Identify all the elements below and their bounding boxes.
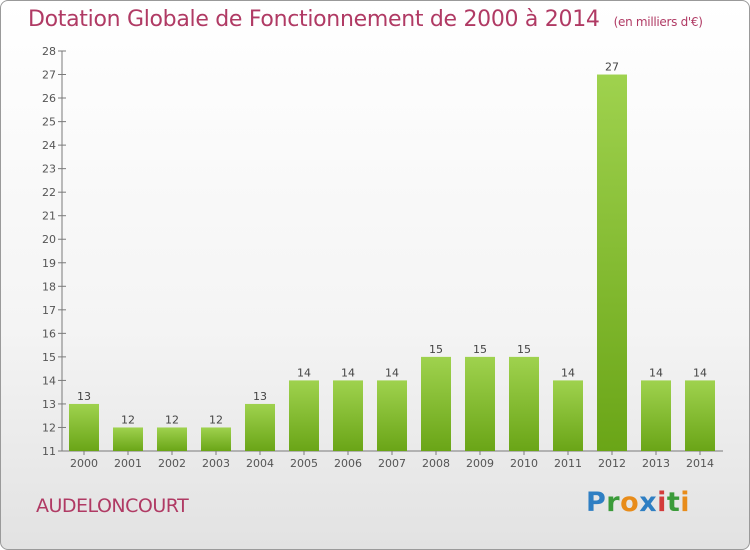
y-tick-label: 22 bbox=[42, 186, 56, 199]
bar bbox=[509, 356, 539, 451]
data-label: 14 bbox=[693, 366, 707, 379]
data-label: 13 bbox=[77, 390, 91, 403]
data-label: 14 bbox=[649, 366, 663, 379]
bar bbox=[377, 380, 407, 451]
x-tick-label: 2005 bbox=[290, 457, 318, 470]
y-tick-label: 26 bbox=[42, 92, 56, 105]
data-label: 13 bbox=[253, 390, 267, 403]
chart-title: Dotation Globale de Fonctionnement de 20… bbox=[28, 7, 703, 32]
chart-title-text: Dotation Globale de Fonctionnement de 20… bbox=[28, 7, 600, 32]
y-tick-label: 16 bbox=[42, 327, 56, 340]
y-tick-label: 28 bbox=[42, 45, 56, 58]
x-tick-label: 2002 bbox=[158, 457, 186, 470]
data-label: 14 bbox=[385, 366, 399, 379]
data-label: 14 bbox=[561, 366, 575, 379]
y-tick-label: 11 bbox=[42, 445, 56, 458]
data-label: 15 bbox=[473, 343, 487, 356]
y-tick-label: 25 bbox=[42, 116, 56, 129]
x-tick-label: 2011 bbox=[554, 457, 582, 470]
data-label: 12 bbox=[165, 413, 179, 426]
bar bbox=[157, 427, 187, 451]
bar bbox=[69, 403, 99, 451]
data-label: 14 bbox=[297, 366, 311, 379]
data-label: 27 bbox=[605, 61, 619, 74]
bar bbox=[289, 380, 319, 451]
x-tick-label: 2000 bbox=[70, 457, 98, 470]
y-tick-label: 23 bbox=[42, 163, 56, 176]
y-tick-label: 12 bbox=[42, 421, 56, 434]
y-tick-label: 19 bbox=[42, 257, 56, 270]
bar bbox=[333, 380, 363, 451]
x-tick-label: 2004 bbox=[246, 457, 274, 470]
bar bbox=[553, 380, 583, 451]
data-label: 15 bbox=[429, 343, 443, 356]
y-tick-label: 18 bbox=[42, 280, 56, 293]
x-tick-label: 2014 bbox=[686, 457, 714, 470]
x-tick-label: 2001 bbox=[114, 457, 142, 470]
x-tick-label: 2012 bbox=[598, 457, 626, 470]
bar bbox=[245, 403, 275, 451]
data-label: 14 bbox=[341, 366, 355, 379]
y-tick-label: 20 bbox=[42, 233, 56, 246]
data-label: 12 bbox=[121, 413, 135, 426]
y-tick-label: 27 bbox=[42, 69, 56, 82]
bar bbox=[201, 427, 231, 451]
bar bbox=[465, 356, 495, 451]
x-tick-label: 2009 bbox=[466, 457, 494, 470]
x-tick-label: 2007 bbox=[378, 457, 406, 470]
y-tick-label: 13 bbox=[42, 398, 56, 411]
bar bbox=[421, 356, 451, 451]
x-tick-label: 2013 bbox=[642, 457, 670, 470]
x-tick-label: 2006 bbox=[334, 457, 362, 470]
commune-name: AUDELONCOURT bbox=[36, 495, 189, 517]
bar bbox=[685, 380, 715, 451]
y-tick-label: 14 bbox=[42, 374, 56, 387]
y-tick-label: 17 bbox=[42, 304, 56, 317]
chart-subtitle: (en milliers d'€) bbox=[613, 15, 703, 29]
data-label: 15 bbox=[517, 343, 531, 356]
bar bbox=[641, 380, 671, 451]
x-tick-label: 2008 bbox=[422, 457, 450, 470]
x-tick-label: 2010 bbox=[510, 457, 538, 470]
bar bbox=[597, 74, 627, 451]
y-tick-label: 21 bbox=[42, 210, 56, 223]
bar bbox=[113, 427, 143, 451]
y-tick-label: 15 bbox=[42, 351, 56, 364]
proxiti-logo: Proxiti bbox=[586, 487, 691, 518]
x-tick-label: 2003 bbox=[202, 457, 230, 470]
y-tick-label: 24 bbox=[42, 139, 56, 152]
data-label: 12 bbox=[209, 413, 223, 426]
